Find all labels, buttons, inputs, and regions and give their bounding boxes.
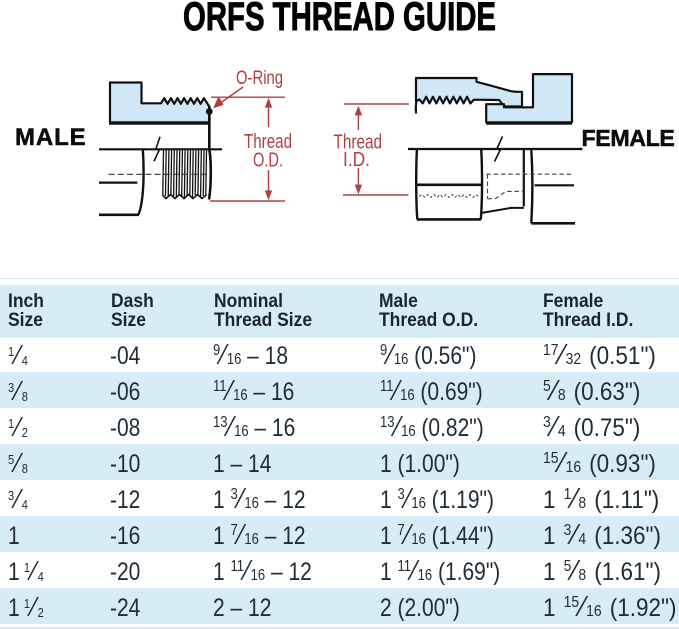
svg-text:Thread: Thread [334,132,383,154]
svg-text:Thread: Thread [244,131,292,153]
svg-text:O.D.: O.D. [253,150,283,172]
svg-text:I.D.: I.D. [343,149,370,171]
svg-text:O-Ring: O-Ring [236,68,283,89]
